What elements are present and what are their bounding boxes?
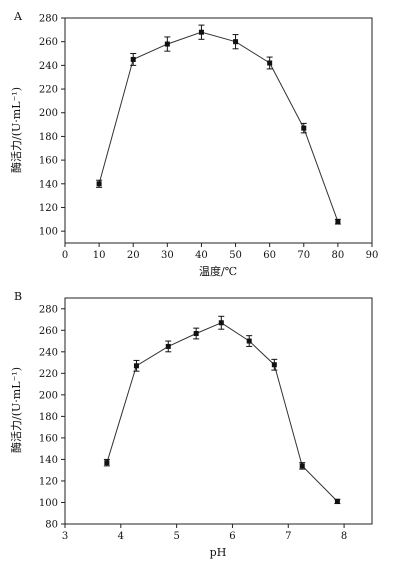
- x-tick-label: 40: [195, 250, 208, 261]
- y-axis-label: 酶活力/(U·mL⁻¹): [10, 87, 23, 173]
- y-tick-label: 220: [39, 369, 58, 380]
- series-line: [98, 31, 339, 222]
- x-tick-label: 20: [127, 250, 140, 261]
- data-point: [334, 498, 340, 504]
- data-point: [271, 362, 277, 368]
- data-point: [246, 338, 252, 344]
- y-tick-label: 160: [39, 156, 58, 167]
- data-point: [233, 39, 239, 45]
- y-tick-label: 200: [39, 108, 58, 119]
- y-tick-label: 100: [39, 227, 58, 238]
- data-point: [96, 181, 102, 187]
- x-tick-label: 4: [118, 531, 124, 542]
- panel-label: A: [13, 10, 23, 23]
- y-tick-label: 260: [39, 326, 58, 337]
- x-tick-label: 6: [229, 531, 235, 542]
- data-point: [218, 320, 224, 326]
- plot-frame: [64, 297, 373, 525]
- y-axis-label: 酶活力/(U·mL⁻¹): [10, 367, 23, 453]
- data-point: [198, 29, 204, 35]
- x-tick-label: 7: [285, 531, 291, 542]
- x-tick-label: 0: [62, 250, 68, 261]
- data-point: [104, 460, 110, 466]
- panel-label: B: [14, 290, 22, 303]
- plot-frame: [64, 17, 373, 244]
- x-tick-label: 50: [229, 250, 242, 261]
- data-point: [301, 125, 307, 131]
- x-tick-label: 30: [161, 250, 174, 261]
- series-line: [106, 322, 338, 502]
- x-tick-label: 5: [173, 531, 179, 542]
- y-tick-label: 280: [39, 14, 58, 25]
- x-axis-label: 温度/℃: [199, 264, 237, 278]
- y-tick-label: 200: [39, 390, 58, 401]
- data-point: [299, 463, 305, 469]
- y-tick-label: 120: [39, 476, 58, 487]
- y-tick-label: 120: [39, 203, 58, 214]
- data-point: [335, 219, 341, 225]
- y-tick-label: 240: [39, 61, 58, 72]
- y-tick-label: 220: [39, 85, 58, 96]
- data-point: [193, 331, 199, 337]
- y-tick-label: 100: [39, 498, 58, 509]
- y-tick-label: 260: [39, 37, 58, 48]
- x-tick-label: 60: [263, 250, 276, 261]
- y-tick-label: 140: [39, 179, 58, 190]
- chart-panel-b: B 3 4 5 6 7 8 80 100 120 140 160 180 200 220 240 260 280 p…: [10, 290, 373, 559]
- data-point: [267, 60, 273, 66]
- y-tick-label: 140: [39, 455, 58, 466]
- x-tick-label: 8: [341, 531, 347, 542]
- y-tick-label: 180: [39, 132, 58, 143]
- x-tick-label: 90: [366, 250, 379, 261]
- data-point: [130, 56, 136, 62]
- data-point: [165, 343, 171, 349]
- y-tick-label: 240: [39, 347, 58, 358]
- x-tick-label: 3: [62, 531, 68, 542]
- x-tick-label: 80: [332, 250, 345, 261]
- y-tick-label: 160: [39, 433, 58, 444]
- y-tick-label: 180: [39, 412, 58, 423]
- x-tick-label: 70: [297, 250, 310, 261]
- x-axis-label: pH: [210, 546, 227, 559]
- y-tick-label: 280: [39, 304, 58, 315]
- data-point: [133, 363, 139, 369]
- data-point: [164, 41, 170, 47]
- x-tick-label: 10: [93, 250, 106, 261]
- y-tick-label: 80: [45, 520, 58, 531]
- chart-panel-a: A 0 10 20 30 40 50 60 70 80 90 100 120 140 160 180 200 22…: [10, 10, 378, 278]
